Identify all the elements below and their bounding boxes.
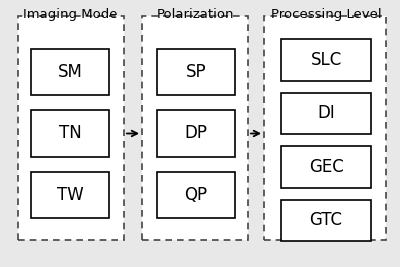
Bar [18, 16, 124, 240]
Bar [31, 171, 109, 218]
Bar [157, 49, 235, 96]
Text: SLC: SLC [310, 51, 342, 69]
Text: Imaging Mode: Imaging Mode [23, 8, 117, 21]
Bar [31, 110, 109, 157]
Bar [157, 171, 235, 218]
Text: SM: SM [58, 63, 82, 81]
Bar [281, 39, 371, 81]
Bar [281, 93, 371, 134]
Text: TN: TN [59, 124, 81, 143]
Text: SP: SP [186, 63, 206, 81]
Text: DP: DP [184, 124, 208, 143]
Text: Polarization: Polarization [157, 8, 235, 21]
Bar [31, 49, 109, 96]
Text: Processing Level: Processing Level [271, 8, 381, 21]
Text: DI: DI [317, 104, 335, 123]
Bar [281, 200, 371, 241]
Bar [157, 110, 235, 157]
Bar [264, 16, 386, 240]
Text: TW: TW [57, 186, 83, 204]
Text: GEC: GEC [309, 158, 343, 176]
Text: QP: QP [184, 186, 208, 204]
Bar [142, 16, 248, 240]
Bar [281, 146, 371, 187]
Text: GTC: GTC [310, 211, 342, 229]
